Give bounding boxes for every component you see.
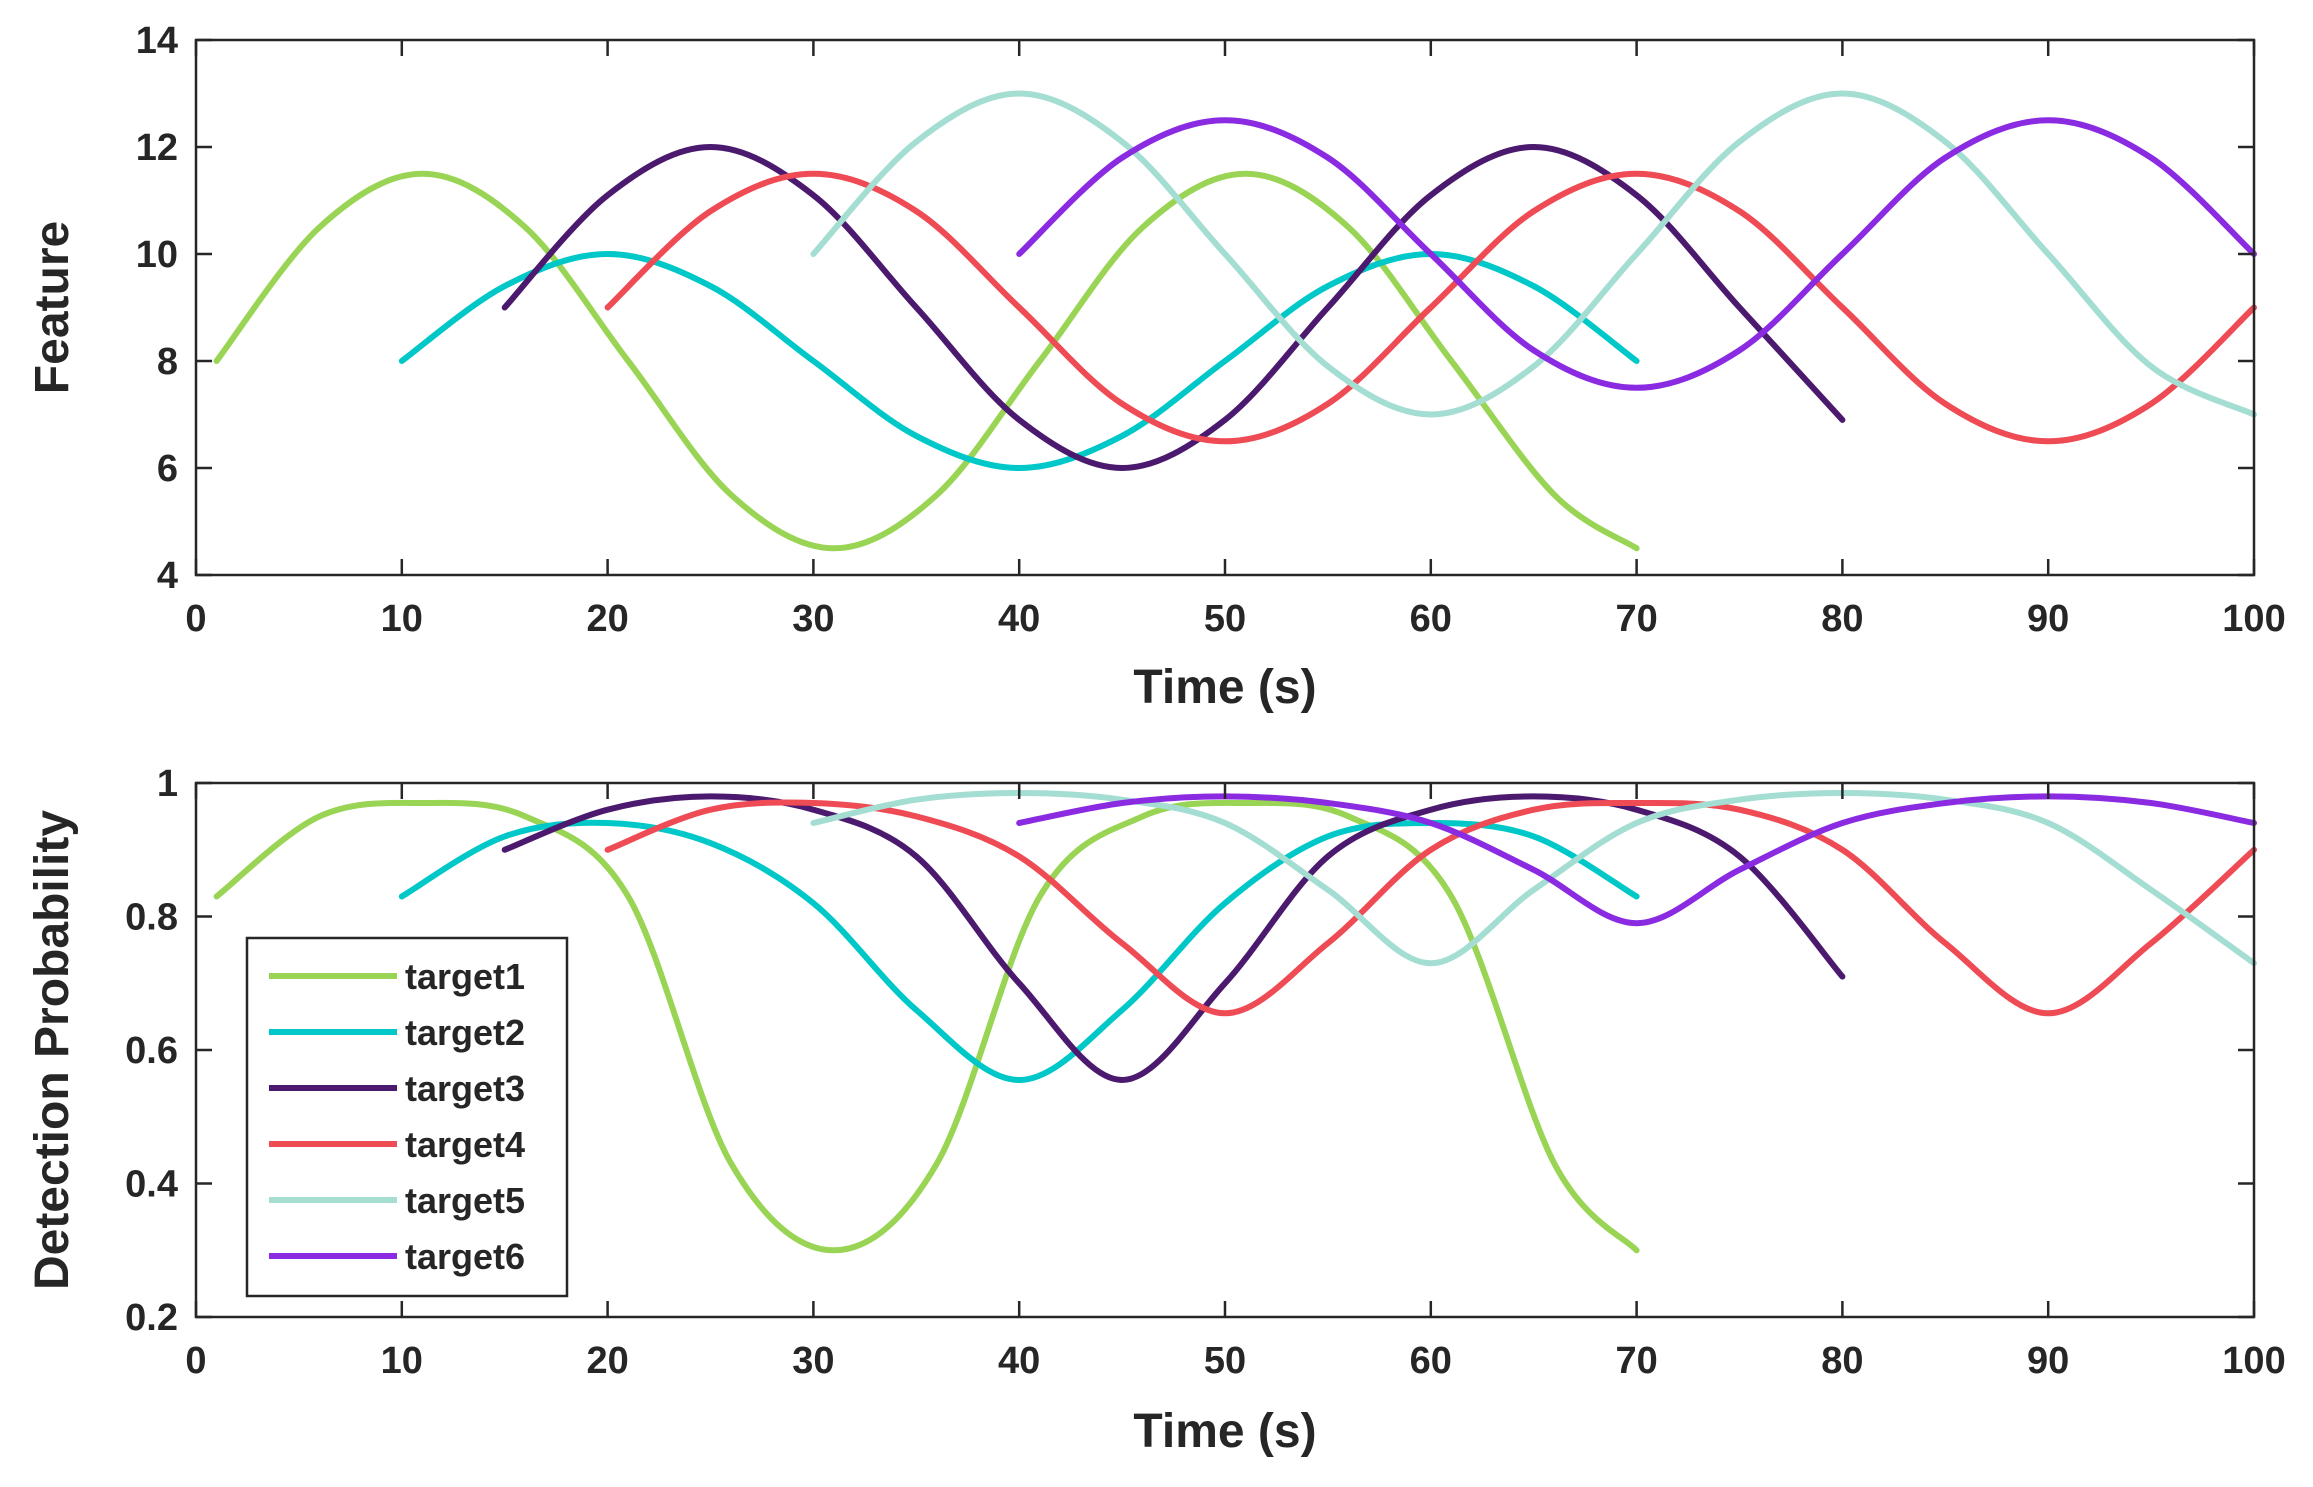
x-tick-label: 10 — [381, 598, 423, 640]
detection-probability-plot: 0 10 20 30 40 50 60 70 80 90 100 0.2 0.4 0.6 0.8 1 Time … — [26, 763, 2286, 1458]
x-tick-label: 80 — [1821, 1340, 1863, 1382]
x-tick-label: 50 — [1204, 1340, 1246, 1382]
x-tick-label: 40 — [998, 598, 1040, 640]
series-line-target5 — [810, 90, 2257, 418]
y-axis-label: Detection Probability — [26, 810, 79, 1290]
series-line-target4 — [604, 799, 2257, 1017]
y-tick-label: 10 — [136, 234, 178, 276]
legend-box — [245, 936, 569, 1298]
y-tick-label: 0.8 — [125, 897, 178, 939]
legend-label-target5: target5 — [405, 1180, 525, 1221]
series-line-target3 — [501, 144, 1846, 471]
y-tick-label: 4 — [157, 555, 178, 597]
x-tick-label: 30 — [792, 598, 834, 640]
y-tick-label: 14 — [136, 20, 178, 62]
x-axis-label: Time (s) — [1133, 1405, 1316, 1458]
x-tick-label: 90 — [2027, 598, 2069, 640]
x-tick-label: 90 — [2027, 1340, 2069, 1382]
x-axis-label: Time (s) — [1133, 661, 1316, 714]
x-tick-label: 100 — [2222, 598, 2285, 640]
y-tick-label: 6 — [157, 448, 178, 490]
series-line-target6 — [1016, 117, 2257, 391]
x-tick-label: 60 — [1410, 1340, 1452, 1382]
y-tick-label: 0.6 — [125, 1030, 178, 1072]
legend-label-target6: target6 — [405, 1236, 525, 1277]
x-tick-label: 30 — [792, 1340, 834, 1382]
y-tick-label: 8 — [157, 341, 178, 383]
series-line-target3 — [501, 793, 1846, 1083]
y-tick-label: 1 — [157, 763, 178, 805]
y-axis-label: Feature — [26, 221, 79, 394]
y-tick-label: 0.4 — [125, 1164, 178, 1206]
series-line-target1 — [213, 799, 1640, 1254]
y-tick-label: 12 — [136, 127, 178, 169]
y-tick-label: 0.2 — [125, 1297, 178, 1339]
series-line-target5 — [810, 790, 2257, 967]
x-tick-label: 100 — [2222, 1340, 2285, 1382]
series-line-target4 — [604, 170, 2257, 445]
x-tick-label: 50 — [1204, 598, 1246, 640]
x-tick-label: 40 — [998, 1340, 1040, 1382]
legend: target1 target2 target3 target4 target5 targe… — [245, 936, 569, 1298]
x-tick-label: 0 — [185, 598, 206, 640]
x-tick-label: 70 — [1615, 598, 1657, 640]
x-tick-label: 10 — [381, 1340, 423, 1382]
legend-label-target3: target3 — [405, 1068, 525, 1109]
feature-plot: 0 10 20 30 40 50 60 70 80 90 100 4 6 8 10 12 14 Time (s) F… — [26, 20, 2286, 714]
legend-label-target1: target1 — [405, 956, 525, 997]
series-line-target1 — [213, 170, 1640, 552]
x-tick-label: 80 — [1821, 598, 1863, 640]
x-tick-label: 20 — [586, 1340, 628, 1382]
legend-label-target2: target2 — [405, 1012, 525, 1053]
x-tick-label: 0 — [185, 1340, 206, 1382]
x-tick-label: 70 — [1615, 1340, 1657, 1382]
x-tick-label: 60 — [1410, 598, 1452, 640]
x-tick-label: 20 — [586, 598, 628, 640]
legend-label-target4: target4 — [405, 1124, 525, 1165]
